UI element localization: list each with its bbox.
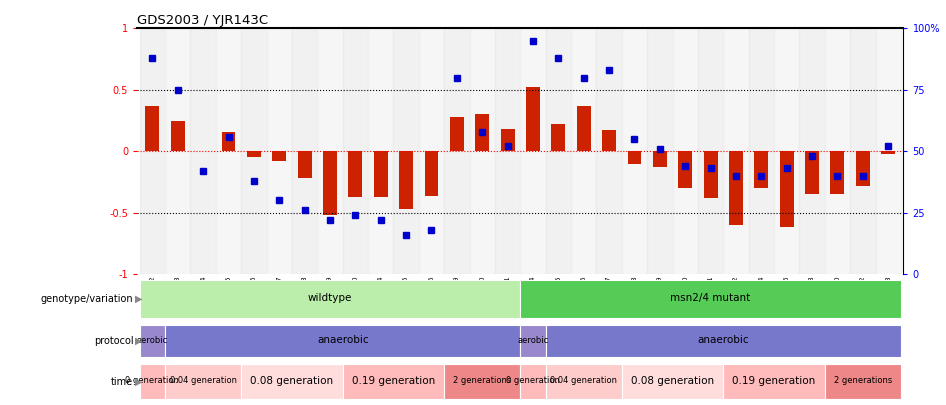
Bar — [647, 28, 673, 274]
Text: aerobic: aerobic — [137, 336, 168, 345]
Bar — [622, 28, 647, 274]
Bar — [627, 151, 641, 164]
Bar — [596, 28, 622, 274]
Bar — [190, 28, 216, 274]
FancyBboxPatch shape — [520, 325, 546, 357]
Bar — [774, 28, 799, 274]
Bar — [419, 28, 445, 274]
FancyBboxPatch shape — [520, 280, 901, 318]
Bar — [171, 121, 184, 151]
Text: msn2/4 mutant: msn2/4 mutant — [671, 293, 751, 303]
Text: 2 generations: 2 generations — [453, 376, 512, 386]
Bar — [653, 151, 667, 167]
Text: 0.08 generation: 0.08 generation — [251, 376, 334, 386]
Bar — [882, 151, 895, 154]
Bar — [166, 28, 190, 274]
Bar — [724, 28, 748, 274]
Bar — [272, 151, 287, 161]
Bar — [469, 28, 495, 274]
Text: anaerobic: anaerobic — [317, 335, 369, 345]
Bar — [342, 28, 368, 274]
Bar — [875, 28, 901, 274]
Bar — [317, 28, 342, 274]
FancyBboxPatch shape — [140, 325, 166, 357]
Text: 0.04 generation: 0.04 generation — [551, 376, 617, 386]
Bar — [805, 151, 819, 194]
FancyBboxPatch shape — [724, 364, 825, 399]
Bar — [729, 151, 743, 225]
Bar — [140, 28, 166, 274]
Text: genotype/variation: genotype/variation — [41, 294, 133, 304]
FancyBboxPatch shape — [546, 325, 901, 357]
FancyBboxPatch shape — [546, 364, 622, 399]
Bar — [298, 151, 311, 178]
Text: 0 generation: 0 generation — [126, 376, 180, 386]
FancyBboxPatch shape — [445, 364, 520, 399]
Bar — [399, 151, 413, 209]
Bar — [425, 151, 439, 196]
Text: anaerobic: anaerobic — [697, 335, 749, 345]
FancyBboxPatch shape — [166, 325, 520, 357]
Bar — [552, 124, 566, 151]
Bar — [247, 151, 261, 158]
Text: 0.19 generation: 0.19 generation — [352, 376, 435, 386]
Bar — [748, 28, 774, 274]
Bar — [323, 151, 337, 215]
FancyBboxPatch shape — [140, 364, 166, 399]
Bar — [348, 151, 362, 197]
FancyBboxPatch shape — [520, 364, 546, 399]
Bar — [673, 28, 698, 274]
Bar — [799, 28, 825, 274]
FancyBboxPatch shape — [622, 364, 724, 399]
Bar — [394, 28, 419, 274]
Bar — [216, 28, 241, 274]
Bar — [850, 28, 875, 274]
Text: ▶: ▶ — [135, 294, 143, 304]
Bar — [831, 151, 845, 194]
Bar — [704, 151, 718, 198]
Text: 0.08 generation: 0.08 generation — [631, 376, 714, 386]
Bar — [495, 28, 520, 274]
Bar — [754, 151, 768, 188]
Text: wildtype: wildtype — [307, 293, 352, 303]
Text: protocol: protocol — [94, 336, 133, 346]
Text: 2 generations: 2 generations — [833, 376, 892, 386]
FancyBboxPatch shape — [140, 280, 520, 318]
Bar — [856, 151, 869, 186]
Bar — [241, 28, 267, 274]
FancyBboxPatch shape — [342, 364, 445, 399]
FancyBboxPatch shape — [241, 364, 342, 399]
FancyBboxPatch shape — [166, 364, 241, 399]
Text: ▶: ▶ — [135, 377, 143, 387]
Bar — [267, 28, 292, 274]
Bar — [520, 28, 546, 274]
Bar — [292, 28, 317, 274]
Bar — [602, 130, 616, 151]
Bar — [678, 151, 692, 188]
Bar — [374, 151, 388, 197]
Text: GDS2003 / YJR143C: GDS2003 / YJR143C — [137, 14, 269, 27]
Bar — [475, 114, 489, 151]
Text: 0.04 generation: 0.04 generation — [169, 376, 236, 386]
Text: ▶: ▶ — [135, 336, 143, 346]
Bar — [500, 129, 515, 151]
Text: 0 generation: 0 generation — [506, 376, 560, 386]
Text: aerobic: aerobic — [517, 336, 549, 345]
Bar — [571, 28, 596, 274]
Bar — [546, 28, 571, 274]
Bar — [825, 28, 850, 274]
Text: 0.19 generation: 0.19 generation — [732, 376, 815, 386]
FancyBboxPatch shape — [825, 364, 901, 399]
Bar — [445, 28, 469, 274]
Bar — [146, 106, 159, 151]
Bar — [450, 117, 464, 151]
Bar — [526, 87, 540, 151]
Bar — [221, 132, 236, 151]
Bar — [698, 28, 724, 274]
Text: time: time — [112, 377, 133, 387]
Bar — [780, 151, 794, 228]
Bar — [368, 28, 394, 274]
Bar — [577, 106, 590, 151]
